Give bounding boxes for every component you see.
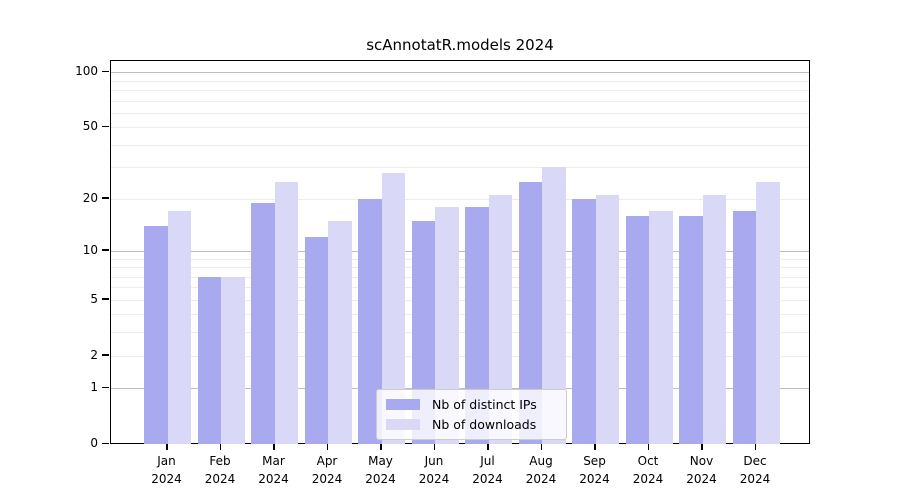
x-tick-label-nov: Nov 2024 <box>686 454 717 486</box>
gridline-minor-70 <box>111 100 809 102</box>
x-tick-mark-jan <box>166 444 168 450</box>
y-tick-mark-20 <box>102 197 109 199</box>
y-tick-label-0: 0 <box>90 436 98 450</box>
x-tick-mark-oct <box>647 444 649 450</box>
x-tick-label-dec: Dec 2024 <box>739 454 771 486</box>
bar-distinct-ips-jul <box>465 206 489 444</box>
bar-downloads-feb <box>221 276 245 444</box>
y-tick-label-10: 10 <box>82 242 98 257</box>
gridline-minor-6 <box>111 287 809 289</box>
bar-distinct-ips-mar <box>251 202 275 444</box>
bar-distinct-ips-feb <box>197 276 221 444</box>
x-tick-label-jul: Jul 2024 <box>472 454 503 486</box>
x-tick-mark-mar <box>273 444 275 450</box>
x-tick-mark-nov <box>701 444 703 450</box>
bar-downloads-apr <box>328 220 352 444</box>
bar-distinct-ips-apr <box>304 237 328 444</box>
x-tick-label-apr: Apr 2024 <box>311 454 343 486</box>
x-tick-label-jun: Jun 2024 <box>418 454 450 486</box>
gridline-major-10 <box>111 250 809 252</box>
x-tick-label-sep: Sep 2024 <box>579 454 610 486</box>
x-tick-mark-may <box>380 444 382 450</box>
y-tick-label-1: 1 <box>90 380 98 395</box>
gridline-major-100 <box>111 72 809 74</box>
x-tick-mark-sep <box>594 444 596 450</box>
gridline-minor-5 <box>111 299 809 301</box>
gridline-minor-90 <box>111 80 809 82</box>
bar-downloads-sep <box>595 195 619 444</box>
x-tick-label-may: May 2024 <box>365 454 396 486</box>
x-tick-label-jan: Jan 2024 <box>151 454 182 486</box>
gridline-minor-30 <box>111 167 809 169</box>
gridline-major-1 <box>111 388 809 390</box>
bar-downloads-oct <box>649 211 673 444</box>
gridline-minor-20 <box>111 198 809 200</box>
x-tick-label-oct: Oct 2024 <box>632 454 664 486</box>
bar-distinct-ips-aug <box>518 181 542 444</box>
y-tick-label-5: 5 <box>90 291 98 306</box>
y-tick-mark-10 <box>102 249 109 251</box>
gridline-minor-4 <box>111 314 809 316</box>
gridline-minor-9 <box>111 258 809 260</box>
x-tick-mark-aug <box>540 444 542 450</box>
y-tick-label-100: 100 <box>75 64 98 79</box>
y-tick-label-2: 2 <box>90 347 98 362</box>
bar-downloads-aug <box>542 167 566 444</box>
x-tick-mark-feb <box>219 444 221 450</box>
bar-distinct-ips-dec <box>732 211 756 444</box>
bar-downloads-may <box>381 172 405 444</box>
x-tick-mark-apr <box>326 444 328 450</box>
gridline-minor-8 <box>111 267 809 268</box>
gridline-minor-40 <box>111 144 809 146</box>
bar-downloads-jul <box>488 195 512 444</box>
bar-distinct-ips-nov <box>679 215 703 444</box>
gridline-minor-60 <box>111 112 809 114</box>
bar-downloads-jun <box>435 206 459 444</box>
y-tick-mark-1 <box>102 386 109 389</box>
y-tick-label-20: 20 <box>82 190 98 205</box>
bar-distinct-ips-oct <box>625 215 649 444</box>
legend-label-downloads: Nb of downloads <box>432 417 537 432</box>
legend-label-distinct-ips: Nb of distinct IPs <box>432 397 537 412</box>
y-tick-label-50: 50 <box>82 119 98 134</box>
bar-downloads-nov <box>702 195 726 444</box>
bar-downloads-jan <box>167 211 191 444</box>
y-tick-mark-0 <box>102 442 109 444</box>
legend-item-distinct-ips: Nb of distinct IPs <box>386 397 556 412</box>
bar-distinct-ips-jan <box>144 225 168 444</box>
bar-downloads-dec <box>756 181 780 444</box>
bar-distinct-ips-sep <box>572 198 596 444</box>
gridline-minor-80 <box>111 89 809 91</box>
x-tick-mark-jun <box>433 444 435 450</box>
x-tick-label-feb: Feb 2024 <box>204 454 236 486</box>
x-tick-mark-dec <box>754 444 756 450</box>
legend: Nb of distinct IPs Nb of downloads <box>376 389 567 440</box>
gridline-minor-7 <box>111 276 809 278</box>
bar-distinct-ips-jun <box>411 220 435 444</box>
x-tick-mark-jul <box>487 444 489 450</box>
legend-item-downloads: Nb of downloads <box>386 417 556 432</box>
plot-area <box>110 60 810 444</box>
legend-swatch-downloads <box>386 419 420 430</box>
bar-downloads-mar <box>274 181 298 444</box>
gridline-minor-3 <box>111 332 809 334</box>
y-tick-mark-5 <box>102 298 109 300</box>
gridline-minor-50 <box>111 127 809 129</box>
y-tick-mark-2 <box>102 354 109 356</box>
legend-swatch-distinct-ips <box>386 399 420 410</box>
x-tick-label-mar: Mar 2024 <box>258 454 289 486</box>
x-tick-label-aug: Aug 2024 <box>525 454 557 486</box>
y-tick-mark-100 <box>102 70 109 73</box>
chart-title: scAnnotatR.models 2024 <box>366 36 554 54</box>
y-tick-mark-50 <box>102 125 109 128</box>
bar-distinct-ips-may <box>358 198 382 444</box>
gridline-minor-2 <box>111 355 809 357</box>
